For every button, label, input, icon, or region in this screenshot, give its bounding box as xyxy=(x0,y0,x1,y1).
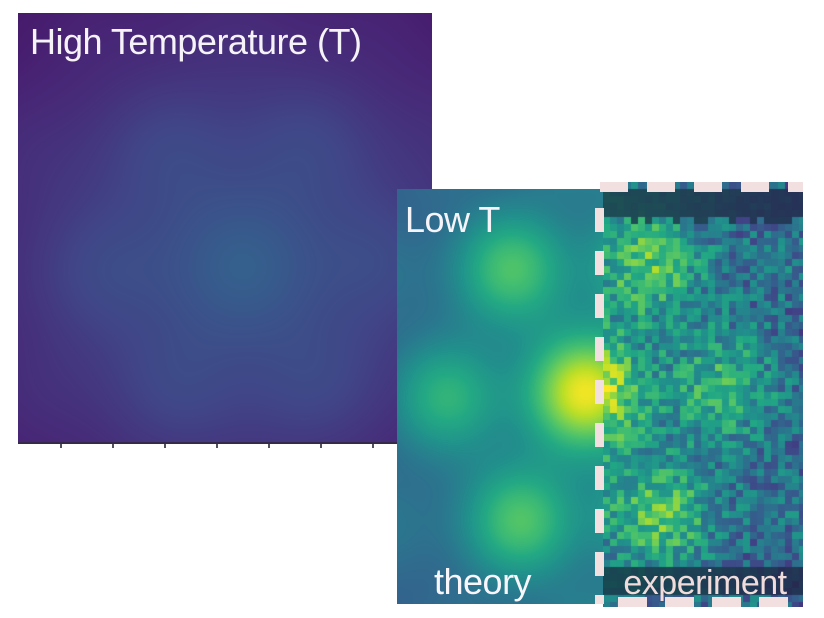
experiment-border-top-dashed xyxy=(600,182,803,192)
x-axis-tick xyxy=(164,444,166,448)
x-axis-tick xyxy=(268,444,270,448)
low-t-title: Low T xyxy=(405,199,500,240)
experiment-label: experiment xyxy=(623,564,787,602)
theory-experiment-divider-dashed xyxy=(595,189,604,604)
high-temperature-title: High Temperature (T) xyxy=(30,21,362,62)
x-axis-spine xyxy=(18,442,432,444)
x-axis-tick xyxy=(372,444,374,448)
experiment-border-bottom-dashed xyxy=(603,597,803,607)
x-axis-tick xyxy=(60,444,62,448)
low-t-theory-heatmap xyxy=(397,189,603,604)
low-t-experiment-heatmap xyxy=(603,182,803,607)
x-axis-tick xyxy=(320,444,322,448)
theory-label: theory xyxy=(434,561,532,602)
experiment-label-band: experiment xyxy=(603,566,803,600)
high-temperature-heatmap xyxy=(18,13,432,443)
x-axis-tick xyxy=(216,444,218,448)
x-axis-tick xyxy=(112,444,114,448)
